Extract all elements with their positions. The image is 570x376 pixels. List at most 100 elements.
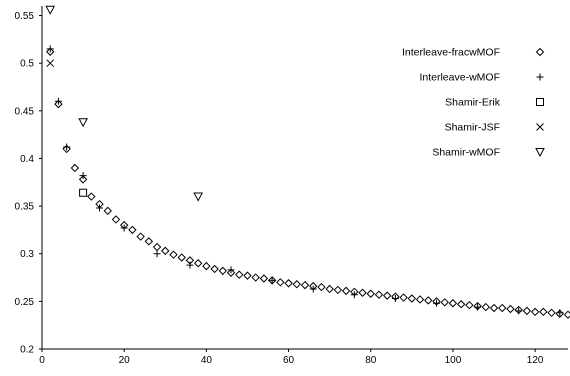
legend-marker	[535, 47, 545, 57]
legend-marker	[536, 98, 544, 106]
data-point	[186, 261, 194, 269]
data-point	[54, 97, 62, 105]
data-point	[46, 45, 54, 53]
x-tick-label: 60	[283, 355, 295, 366]
data-point	[152, 242, 162, 252]
data-point	[489, 303, 499, 313]
data-point	[440, 298, 449, 307]
data-point	[63, 143, 71, 151]
y-tick-label: 0.25	[15, 297, 35, 308]
y-tick-label: 0.2	[20, 345, 34, 356]
legend-label: Shamir-JSF	[445, 122, 500, 134]
data-point	[309, 285, 317, 293]
y-tick-label: 0.35	[15, 202, 35, 213]
data-point	[103, 206, 112, 216]
legend-label: Interleave-wMOF	[419, 72, 500, 84]
y-tick-label: 0.4	[20, 154, 34, 165]
data-point	[506, 304, 515, 314]
data-point	[210, 264, 219, 274]
legend-marker	[536, 123, 544, 131]
data-point	[193, 192, 203, 202]
x-tick-label: 40	[201, 355, 213, 366]
tick-labels: 0 20 40 60 80 100 120 0.2 0.25 0.3 0.35 0.4 0.45 0.5 0…	[15, 11, 544, 366]
x-tick-label: 20	[119, 355, 131, 366]
y-tick-label: 0.5	[20, 59, 34, 70]
data-point	[70, 163, 80, 173]
data-point	[161, 246, 170, 256]
data-point	[78, 175, 88, 184]
data-point	[292, 280, 301, 289]
data-point	[202, 261, 211, 271]
data-point	[62, 144, 71, 154]
data-point	[79, 188, 88, 197]
data-point	[317, 282, 326, 292]
axes	[39, 6, 568, 352]
data-point	[465, 300, 474, 310]
data-point	[556, 309, 564, 317]
data-point	[54, 99, 63, 109]
series-interleave-fracwmof	[46, 47, 570, 319]
data-point	[448, 299, 458, 308]
data-point	[177, 253, 186, 262]
data-point	[169, 250, 178, 259]
series-shamir-erik	[79, 188, 88, 197]
data-point	[539, 307, 548, 317]
data-point	[366, 289, 375, 298]
data-point	[259, 274, 269, 283]
data-point	[193, 259, 203, 268]
data-point	[358, 288, 367, 297]
data-point	[87, 192, 96, 201]
legend-marker	[535, 148, 545, 158]
legend-marker	[536, 73, 544, 81]
data-point	[456, 300, 466, 309]
data-point	[46, 47, 55, 56]
data-point	[136, 232, 145, 241]
data-point	[498, 303, 507, 313]
data-point	[515, 307, 523, 315]
data-point	[128, 225, 137, 235]
data-point	[46, 59, 55, 68]
data-point	[268, 276, 276, 284]
data-point	[120, 224, 128, 232]
data-point	[78, 118, 88, 128]
legend-label: Shamir-Erik	[445, 97, 501, 109]
data-point	[333, 285, 343, 295]
legend-label: Shamir-wMOF	[432, 147, 500, 159]
data-point	[111, 215, 121, 224]
data-point	[433, 299, 440, 307]
data-point	[45, 5, 56, 15]
y-tick-label: 0.3	[20, 249, 34, 260]
x-tick-label: 120	[527, 355, 544, 366]
data-point	[407, 294, 417, 303]
data-point	[424, 296, 433, 305]
data-point	[79, 172, 87, 180]
data-point	[374, 290, 384, 299]
data-point	[300, 280, 310, 290]
data-point	[391, 295, 399, 303]
data-point	[276, 278, 285, 287]
data-point	[415, 295, 425, 304]
data-point	[341, 286, 351, 296]
data-point	[481, 302, 491, 312]
data-point	[474, 303, 482, 311]
legend: Interleave-fracwMOF Interleave-wMOF Shamir…	[402, 47, 545, 159]
data-point	[251, 273, 260, 282]
data-point	[218, 266, 228, 276]
x-tick-label: 0	[39, 355, 45, 366]
data-point	[226, 268, 236, 277]
data-point	[530, 307, 540, 317]
series-shamir-jsf	[46, 59, 55, 68]
y-tick-label: 0.45	[15, 106, 35, 117]
data-point	[350, 291, 358, 299]
data-point	[153, 250, 161, 258]
data-point	[227, 266, 235, 274]
data-point	[235, 270, 244, 279]
data-point	[382, 291, 392, 300]
series-interleave-wmof	[46, 45, 564, 317]
x-tick-label: 100	[445, 355, 462, 366]
data-point	[399, 293, 408, 302]
legend-label: Interleave-fracwMOF	[402, 47, 500, 59]
data-point	[547, 308, 556, 318]
